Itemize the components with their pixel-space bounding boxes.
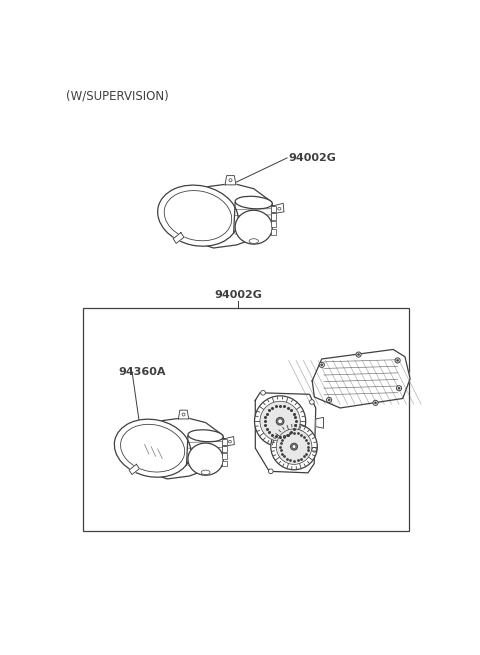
Ellipse shape: [271, 424, 317, 470]
Text: (W/SUPERVISION): (W/SUPERVISION): [66, 89, 169, 102]
Ellipse shape: [290, 443, 298, 450]
Polygon shape: [274, 203, 284, 214]
Polygon shape: [312, 350, 410, 408]
Polygon shape: [173, 233, 184, 244]
Polygon shape: [225, 176, 236, 185]
Ellipse shape: [254, 396, 306, 447]
Ellipse shape: [229, 179, 232, 182]
Ellipse shape: [374, 402, 377, 404]
Bar: [271, 206, 276, 212]
Ellipse shape: [356, 352, 361, 357]
Ellipse shape: [398, 387, 400, 389]
Polygon shape: [163, 183, 274, 248]
Bar: [222, 446, 227, 452]
Ellipse shape: [157, 185, 238, 246]
Ellipse shape: [249, 239, 258, 244]
Bar: [271, 229, 276, 235]
Ellipse shape: [235, 196, 272, 209]
Ellipse shape: [292, 445, 296, 449]
Ellipse shape: [235, 210, 272, 244]
Bar: [271, 221, 276, 227]
Bar: [83, 308, 409, 531]
Ellipse shape: [182, 413, 185, 416]
Ellipse shape: [310, 400, 314, 404]
Bar: [222, 439, 227, 445]
Text: 94002G: 94002G: [288, 153, 336, 163]
Bar: [222, 453, 227, 459]
Polygon shape: [120, 417, 225, 479]
Ellipse shape: [278, 208, 281, 210]
Ellipse shape: [188, 430, 223, 441]
Ellipse shape: [276, 429, 312, 464]
Ellipse shape: [395, 358, 400, 363]
Ellipse shape: [358, 354, 360, 356]
Ellipse shape: [321, 364, 323, 366]
Ellipse shape: [201, 470, 210, 474]
Ellipse shape: [328, 399, 330, 401]
Polygon shape: [129, 464, 139, 474]
Polygon shape: [225, 436, 234, 446]
Ellipse shape: [319, 362, 324, 367]
Ellipse shape: [278, 419, 282, 424]
Ellipse shape: [276, 417, 284, 425]
Text: 94360A: 94360A: [118, 367, 166, 377]
Ellipse shape: [261, 390, 265, 395]
Polygon shape: [316, 417, 324, 428]
Ellipse shape: [268, 469, 273, 474]
Ellipse shape: [228, 440, 231, 443]
Ellipse shape: [114, 419, 191, 477]
Ellipse shape: [373, 400, 378, 405]
Ellipse shape: [188, 443, 223, 476]
Polygon shape: [179, 410, 189, 419]
Ellipse shape: [326, 398, 332, 402]
Text: 94002G: 94002G: [214, 290, 262, 301]
Bar: [222, 460, 227, 466]
Ellipse shape: [396, 360, 399, 362]
Bar: [271, 214, 276, 219]
Ellipse shape: [312, 447, 316, 452]
Polygon shape: [255, 393, 316, 473]
Ellipse shape: [260, 402, 300, 441]
Ellipse shape: [396, 386, 402, 391]
